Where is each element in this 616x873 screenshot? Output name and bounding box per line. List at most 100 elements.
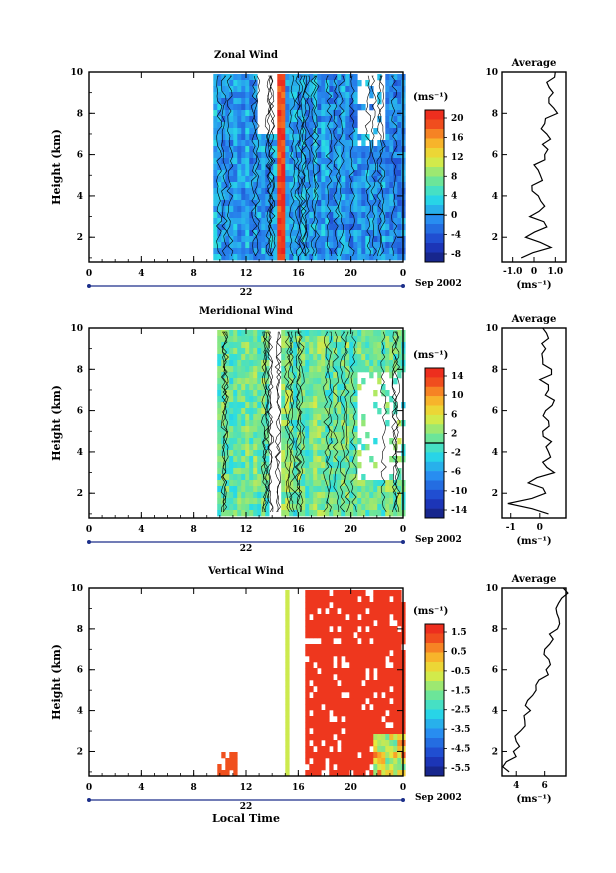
contour-lines (215, 75, 398, 257)
colorbar-segment (425, 443, 444, 453)
colorbar-segment (425, 433, 444, 444)
colorbar-tick-label: -10 (451, 487, 467, 497)
colorbar-frame (424, 623, 445, 777)
profile-x-label: (ms⁻¹) (516, 794, 551, 805)
profile-x-tick-label: -1 (506, 523, 516, 533)
colorbar-segment (425, 396, 444, 406)
colorbar-segment (425, 652, 444, 663)
y-tick-label: 4 (77, 707, 83, 717)
profile-x-tick-label: 1.0 (547, 267, 563, 277)
colorbar-segment (425, 405, 444, 416)
heatmap-field (213, 74, 406, 261)
contour-lines (220, 331, 401, 513)
colorbar-tick-label: -4 (451, 231, 461, 241)
colorbar-tick-label: -2 (451, 449, 461, 459)
colorbar-segment (425, 214, 444, 225)
colorbar-tick-label: 20 (451, 114, 464, 124)
colorbar-segment (425, 368, 444, 378)
colorbar-segment (425, 157, 444, 168)
y-tick-label: 10 (70, 584, 83, 594)
y-tick-label: 6 (77, 151, 83, 161)
colorbar-segment (425, 662, 444, 672)
colorbar-tick-label: 14 (451, 372, 464, 382)
colorbar-tick-label: -4.5 (451, 745, 470, 755)
colorbar-segment (425, 508, 444, 519)
y-tick-label: 2 (77, 747, 83, 757)
colorbar-segment (425, 233, 444, 244)
average-profile: Average 2 4 6 8 10 -1 0 (ms⁻¹) (485, 314, 567, 547)
x-tick-label: 12 (240, 783, 253, 793)
profile-x-tick-label: -1.0 (503, 267, 522, 277)
colorbar-tick-label: -5.5 (451, 764, 470, 774)
colorbar-tick-label: 2 (451, 429, 457, 439)
colorbar-segment (425, 643, 444, 653)
colorbar-segment (425, 633, 444, 644)
profile-y-tick-label: 4 (492, 192, 498, 202)
colorbar-segment (425, 377, 444, 388)
colorbar-segment (425, 681, 444, 691)
date-axis-end (401, 284, 405, 288)
x-tick-label: 8 (191, 783, 197, 793)
colorbar-tick-label: 0 (451, 211, 457, 221)
average-profile: Average 2 4 6 8 10 -1.0 0 1.0 (ms⁻¹) (485, 58, 567, 291)
colorbar-segment (425, 709, 444, 720)
profile-title: Average (511, 574, 557, 585)
colorbar: 1.5 0.5 -0.5 -1.5 -2.5 -3.5 -4.5 -5.5 (ms⁻¹) (413, 606, 470, 777)
y-axis-label: Height (km) (50, 129, 63, 205)
average-profile: Average 2 4 6 8 10 4 6 (ms⁻¹) (485, 574, 569, 805)
colorbar-segment (425, 186, 444, 196)
date-label: Sep 2002 (415, 535, 462, 545)
profile-line (520, 71, 559, 259)
colorbar-tick-label: -3.5 (451, 725, 470, 735)
panel-title: Vertical Wind (207, 566, 284, 577)
x-tick-label: 0 (86, 783, 92, 793)
x-axis-label: Local Time (212, 812, 280, 825)
colorbar-segment (425, 471, 444, 481)
profile-y-tick-label: 2 (492, 233, 498, 243)
profile-x-tick-label: 0 (531, 267, 537, 277)
profile-y-tick-label: 2 (492, 489, 498, 499)
profile-y-tick-label: 4 (492, 707, 498, 717)
y-tick-label: 2 (77, 233, 83, 243)
x-tick-label: 12 (240, 525, 253, 535)
profile-y-tick-label: 10 (485, 68, 498, 78)
colorbar-segment (425, 176, 444, 187)
x-tick-label: 20 (344, 783, 357, 793)
profile-line (507, 327, 556, 515)
heatmap-field (217, 330, 406, 517)
x-tick-label: 16 (292, 525, 305, 535)
colorbar-segment (425, 671, 444, 682)
x-tick-label: 0 (400, 783, 406, 793)
date-axis-end (401, 798, 405, 802)
panel-3: Vertical Wind 2 4 6 8 10 0 4 8 12 16 20 0 22 Sep 2002 H… (50, 566, 569, 825)
colorbar-segment (425, 499, 444, 509)
colorbar-tick-label: 4 (451, 192, 457, 202)
day-label: 22 (240, 544, 253, 554)
colorbar: 20 16 12 8 4 0 -4 -8 (ms⁻¹) (413, 92, 464, 263)
colorbar-segment (425, 129, 444, 139)
colorbar-segment (425, 728, 444, 739)
x-tick-label: 0 (86, 269, 92, 279)
profile-y-tick-label: 10 (485, 324, 498, 334)
panel-title: Zonal Wind (214, 50, 278, 61)
colorbar-frame (424, 109, 445, 263)
colorbar-segment (425, 224, 444, 234)
day-label: 22 (240, 802, 253, 812)
y-tick-label: 10 (70, 68, 83, 78)
profile-x-tick-label: 4 (513, 781, 519, 791)
colorbar-segment (425, 757, 444, 767)
date-axis-end (87, 540, 91, 544)
heatmap-field (217, 590, 406, 777)
x-tick-label: 8 (191, 269, 197, 279)
x-tick-label: 4 (138, 783, 144, 793)
y-tick-label: 4 (77, 448, 83, 458)
colorbar-tick-label: -0.5 (451, 667, 470, 677)
y-tick-label: 6 (77, 407, 83, 417)
x-tick-label: 0 (400, 269, 406, 279)
y-tick-label: 10 (70, 324, 83, 334)
colorbar-tick-label: -14 (451, 506, 467, 516)
y-axis-label: Height (km) (50, 385, 63, 461)
colorbar-segment (425, 747, 444, 758)
